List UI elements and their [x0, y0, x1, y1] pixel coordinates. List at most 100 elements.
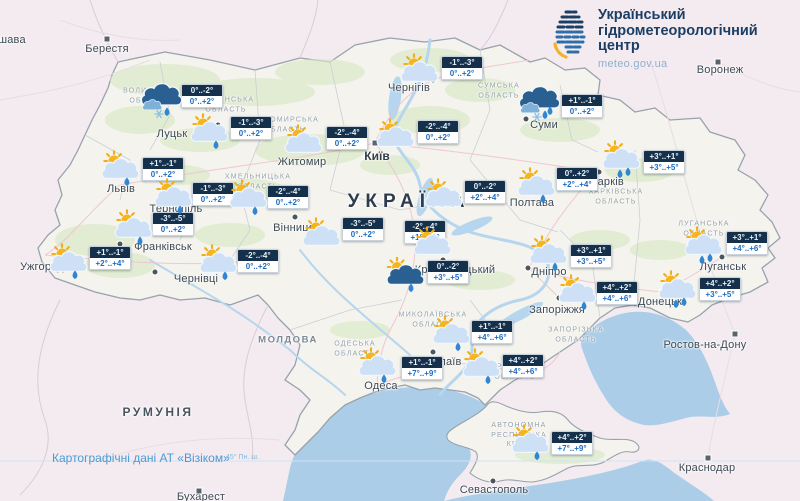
temp-badge-lviv: +1°..-1° 0°..+2° [142, 157, 184, 181]
map-attribution-link[interactable]: Картографічні дані АТ «Візіком» [52, 451, 230, 465]
country-label-румунія: РУМУНІЯ [122, 405, 194, 419]
day-temp: 0°..+2° [153, 224, 193, 235]
city-label: Луцьк [156, 128, 188, 140]
night-temp: 0°..-2° [465, 181, 505, 192]
city-label: Севастополь [459, 484, 529, 496]
city-label: Франківськ [134, 241, 192, 253]
city-label: Житомир [277, 156, 327, 168]
temp-badge-kropyvnytskyi: 0°..-2° +3°..+5° [427, 260, 469, 284]
sun-cloud-icon [279, 121, 323, 166]
night-temp: 0°..+2° [557, 168, 597, 179]
temp-badge-poltava: 0°..+2° +2°..+4° [556, 167, 598, 191]
sun-cloud-rain-icon [44, 241, 88, 286]
night-temp: +3°..+1° [644, 151, 684, 162]
night-temp: -1°..-3° [231, 117, 271, 128]
day-temp: +3°..+5° [700, 289, 740, 300]
sun-cloud-rain-icon [679, 224, 723, 269]
region-label: ЖИТОМИРСЬКА ОБЛАСТЬ [251, 116, 319, 134]
night-temp: +4°..+2° [552, 432, 592, 443]
day-temp: 0°..+2° [327, 138, 367, 149]
sun-cloud-rain-icon [194, 242, 238, 287]
day-temp: +2°..+4° [90, 258, 130, 269]
temp-badge-khmelnytskyi: -2°..-4° 0°..+2° [267, 185, 309, 209]
city-label: шава [0, 34, 26, 46]
city-label: Чернігів [388, 82, 430, 94]
temp-badge-uzhhorod: +1°..-1° +2°..+4° [89, 246, 131, 270]
night-temp: +3°..+1° [727, 232, 767, 243]
sun-cloud-rain-icon [109, 207, 153, 252]
day-temp: +4°..+6° [597, 293, 637, 304]
night-temp: 0°..-2° [428, 261, 468, 272]
sun-cloud-rain-icon [149, 176, 193, 221]
city-marker [522, 115, 530, 123]
temp-badge-vinnytsia: -3°..-5° 0°..+2° [342, 217, 384, 241]
night-temp: +4°..+2° [700, 278, 740, 289]
day-temp: +4°..+6° [727, 243, 767, 254]
sun-darkcloud-rain-icon [381, 254, 425, 299]
city-label: Берестя [85, 43, 129, 55]
city-marker [103, 35, 111, 43]
city-label: Краснодар [678, 462, 736, 474]
sun-cloud-rain-icon [96, 148, 140, 193]
region-label: ЗАПОРІЗЬКА ОБЛАСТЬ [548, 326, 604, 344]
city-marker [195, 487, 203, 495]
country-label-молдова: МОЛДОВА [258, 334, 318, 346]
night-temp: +3°..+1° [571, 245, 611, 256]
day-temp: 0°..+2° [231, 128, 271, 139]
city-marker [489, 477, 497, 485]
day-temp: +4°..+6° [503, 366, 543, 377]
sun-cloud-rain-icon [457, 346, 501, 391]
temp-badge-cherkasy: 0°..-2° +2°..+4° [464, 180, 506, 204]
city-label: Донецьк [637, 296, 683, 308]
night-temp: +1°..-1° [562, 95, 602, 106]
night-temp: +1°..-1° [402, 357, 442, 368]
sun-cloud-rain-icon [524, 233, 568, 278]
sun-cloud-icon [419, 175, 463, 220]
temp-badge-odesa: +1°..-1° +7°..+9° [401, 356, 443, 380]
night-temp: +1°..-1° [143, 158, 183, 169]
region-label: ОДЕСЬКА ОБЛАСТЬ [334, 340, 376, 358]
region-label: ХМЕЛЬНИЦЬКА ОБЛАСТЬ [224, 173, 292, 191]
city-label: Львів [106, 183, 136, 195]
night-temp: -2°..-4° [405, 221, 445, 232]
foreign-roads [0, 19, 800, 461]
city-marker [524, 264, 532, 272]
day-temp: +7°..+9° [552, 443, 592, 454]
temp-badge-luhansk: +3°..+1° +4°..+6° [726, 231, 768, 255]
night-temp: -3°..-5° [153, 213, 193, 224]
temp-badge-zaporizhzhia: +4°..+2° +4°..+6° [596, 281, 638, 305]
day-temp: 0°..+2° [562, 106, 602, 117]
city-label: Запоріжжя [529, 304, 585, 316]
cloud-snow-rain-icon [516, 82, 561, 127]
region-label: РІВНЕНСЬКА ОБЛАСТЬ [197, 96, 255, 114]
city-label: Воронеж [696, 64, 744, 76]
city-marker [731, 330, 739, 338]
temp-badge-simferopol: +4°..+2° +7°..+9° [551, 431, 593, 455]
city-label: Вінниця [273, 222, 315, 234]
day-temp: 0°..+2° [268, 197, 308, 208]
sun-cloud-rain-icon [553, 272, 597, 317]
logo-title: Український гідрометеорологічний центр [598, 7, 758, 54]
day-temp: +2°..+4° [465, 192, 505, 203]
city-label: Ростов-на-Дону [663, 339, 747, 351]
day-temp: 0°..+2° [193, 194, 233, 205]
sun-cloud-icon [371, 115, 415, 160]
night-temp: -1°..-3° [442, 57, 482, 68]
sun-cloud-icon [297, 214, 341, 259]
day-temp: 0°..+2° [442, 68, 482, 79]
city-marker [429, 348, 437, 356]
day-temp: +3°..+5° [644, 162, 684, 173]
city-label: Суми [530, 119, 558, 131]
sun-cloud-rain-icon [427, 313, 471, 358]
temp-badge-dnipro: +3°..+1° +3°..+5° [570, 244, 612, 268]
black-sea [283, 311, 730, 501]
city-label: Чернівці [173, 273, 219, 285]
city-marker [151, 268, 159, 276]
foreign-borders [19, 0, 509, 496]
sun-cloud-rain-icon [512, 165, 556, 210]
day-temp: 0°..+2° [343, 229, 383, 240]
day-temp: +3°..+5° [428, 272, 468, 283]
day-temp: +3°..+5° [571, 256, 611, 267]
logo-url-link[interactable]: meteo.gov.ua [598, 57, 668, 70]
